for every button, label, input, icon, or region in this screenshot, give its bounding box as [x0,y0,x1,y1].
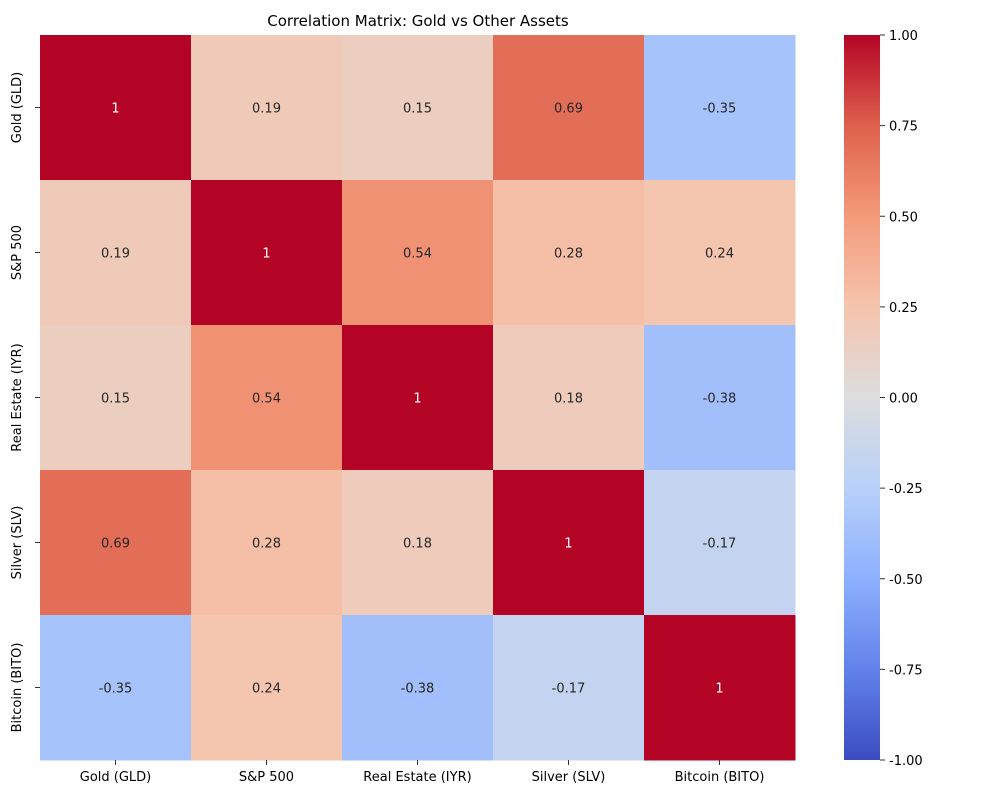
cell-value-label: 0.54 [403,247,432,262]
cell-value-label: 0.28 [252,537,281,552]
heatmap-cell [644,470,796,616]
x-tick-label: S&P 500 [239,770,294,785]
colorbar-ticks: -1.00 -0.75 -0.50 -0.25 0.00 0.25 0.50 0.75 1.00 [880,29,923,769]
cell-value-label: 0.69 [554,102,583,117]
heatmap-cell [644,615,796,761]
heatmap-cell [191,180,343,326]
y-axis-ticks: Gold (GLD) S&P 500 Real Estate (IYR) Silver… [10,72,40,733]
y-tick-label: S&P 500 [10,225,25,280]
heatmap-cell [40,325,192,471]
heatmap-cell [342,35,494,181]
cell-value-label: 0.18 [554,392,583,407]
heatmap-cells [40,35,796,761]
heatmap-cell [191,35,343,181]
colorbar-tick-label: -0.50 [889,573,923,588]
heatmap-cell [493,180,645,326]
colorbar-tick-label: 0.00 [889,392,918,407]
cell-value-label: 1 [715,682,723,697]
x-tick-label: Gold (GLD) [80,770,152,785]
heatmap-cell [40,35,192,181]
cell-value-label: 1 [564,537,572,552]
x-tick-label: Real Estate (IYR) [363,770,471,785]
cell-value-label: -0.35 [703,102,737,117]
x-axis-ticks: Gold (GLD) S&P 500 Real Estate (IYR) Silver… [80,760,765,785]
cell-value-label: -0.17 [703,537,737,552]
y-tick-label: Bitcoin (BITO) [10,643,25,733]
heatmap-cell [644,35,796,181]
heatmap-cell [40,180,192,326]
heatmap-cell [191,615,343,761]
cell-value-label: 0.19 [252,102,281,117]
y-tick-label: Real Estate (IYR) [10,343,25,451]
colorbar-tick-label: -0.75 [889,663,923,678]
heatmap-cell [342,180,494,326]
cell-value-label: -0.38 [401,682,435,697]
heatmap-cell [493,35,645,181]
heatmap-cell [191,470,343,616]
heatmap-cell [342,470,494,616]
colorbar-tick-label: 0.75 [889,120,918,135]
cell-value-label: 0.15 [101,392,130,407]
heatmap-cell [644,325,796,471]
heatmap-cell [493,615,645,761]
heatmap-cell [493,470,645,616]
x-tick-label: Silver (SLV) [532,770,606,785]
heatmap-cell [40,470,192,616]
cell-value-label: 0.19 [101,247,130,262]
colorbar [844,35,880,760]
cell-value-label: -0.38 [703,392,737,407]
heatmap-cell [644,180,796,326]
heatmap-cell [493,325,645,471]
cell-value-label: 0.24 [705,247,734,262]
cell-value-label: 0.69 [101,537,130,552]
colorbar-tick-label: -0.25 [889,482,923,497]
cell-value-label: 0.54 [252,392,281,407]
cell-value-label: 1 [413,392,421,407]
cell-value-label: 0.18 [403,537,432,552]
y-tick-label: Silver (SLV) [10,506,25,580]
colorbar-tick-label: -1.00 [889,754,923,769]
y-tick-label: Gold (GLD) [10,72,25,144]
cell-value-label: 1 [111,102,119,117]
x-tick-label: Bitcoin (BITO) [675,770,765,785]
colorbar-tick-label: 0.50 [889,210,918,225]
heatmap-cell [40,615,192,761]
cell-annotations: 1 0.19 0.15 0.69 -0.35 0.19 1 0.54 0.28 0.24 0.15 0… [99,102,737,697]
cell-value-label: 0.24 [252,682,281,697]
cell-value-label: 0.15 [403,102,432,117]
heatmap-cell [191,325,343,471]
colorbar-tick-label: 0.25 [889,301,918,316]
heatmap-cell [342,615,494,761]
cell-value-label: -0.35 [99,682,133,697]
cell-value-label: -0.17 [552,682,586,697]
chart-title: Correlation Matrix: Gold vs Other Assets [267,12,569,30]
colorbar-tick-label: 1.00 [889,29,918,44]
heatmap-cell [342,325,494,471]
cell-value-label: 0.28 [554,247,583,262]
cell-value-label: 1 [262,247,270,262]
